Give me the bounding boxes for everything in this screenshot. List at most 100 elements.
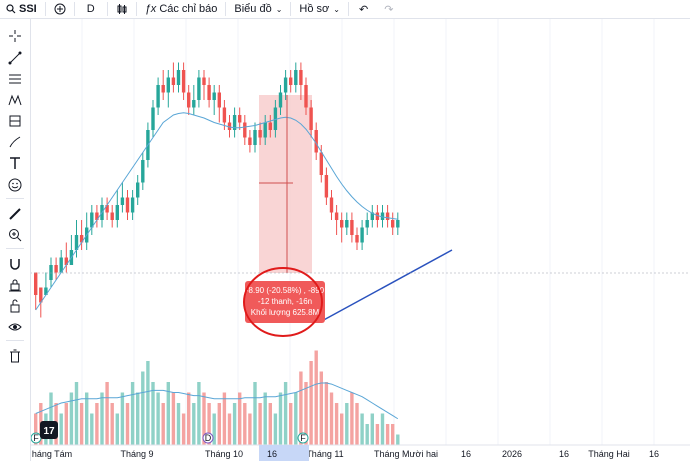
candle <box>39 287 43 318</box>
candle <box>85 212 89 250</box>
interval-button[interactable]: D <box>86 3 95 15</box>
trendline-icon <box>8 51 22 65</box>
unlock-tool[interactable] <box>5 297 25 315</box>
volume-bar <box>192 403 196 445</box>
volume-bar <box>176 403 181 445</box>
volume-bar <box>105 382 109 445</box>
volume-bar <box>391 424 395 445</box>
magnet-tool[interactable] <box>5 255 25 273</box>
event-marker-2[interactable]: D <box>202 432 214 444</box>
x-axis-ticks: háng Tám Tháng 9 Tháng 10 Tháng 11 Tháng Mườ… <box>32 449 659 459</box>
candle-body <box>253 130 257 145</box>
candle-body <box>232 115 237 130</box>
candle-body <box>299 70 303 85</box>
candle-body <box>278 92 283 108</box>
pattern-tool[interactable] <box>5 91 25 109</box>
candle <box>391 212 395 235</box>
zoom-in-tool[interactable] <box>5 226 25 244</box>
emoji-tool[interactable] <box>5 176 25 194</box>
volume-bar <box>385 424 390 445</box>
x-tick-label: 16 <box>461 449 471 459</box>
x-tick-label: 16 <box>559 449 569 459</box>
chart-type-dropdown[interactable]: Biểu đồ ⌄ <box>228 0 288 18</box>
volume-bar <box>319 371 323 445</box>
brush-tool[interactable] <box>5 133 25 151</box>
zoom-in-icon <box>9 229 22 242</box>
event-marker-2-label: D <box>205 433 212 443</box>
undo-button[interactable]: ↶ <box>351 0 376 18</box>
candle-body <box>181 70 186 93</box>
projection-tool[interactable] <box>5 112 25 130</box>
volume-bar <box>278 392 283 445</box>
trend-line[interactable] <box>319 249 453 323</box>
candle-body <box>151 107 155 130</box>
volume-bar <box>95 403 99 445</box>
candle <box>355 227 359 250</box>
redo-icon: ↷ <box>384 3 394 16</box>
ruler-tool[interactable] <box>5 205 25 223</box>
tradingview-logo[interactable]: 17 <box>40 421 58 439</box>
compare-button[interactable] <box>48 0 72 18</box>
symbol-search[interactable]: SSI <box>0 0 43 18</box>
magnet-icon <box>10 259 20 270</box>
candle <box>130 190 135 220</box>
candle-body <box>95 212 99 220</box>
candle <box>202 70 206 100</box>
volume-bar <box>222 392 227 445</box>
redo-button[interactable]: ↷ <box>376 0 401 18</box>
volume-bar <box>396 434 400 445</box>
tooltip-line1: -8.90 (-20.58%) , -890 <box>246 286 325 295</box>
x-tick-label: Tháng Hai <box>588 449 630 459</box>
candle <box>375 205 380 228</box>
moving-average-line <box>35 112 398 311</box>
candle <box>95 205 99 228</box>
crosshair-tool[interactable] <box>5 27 25 45</box>
candle-body <box>365 220 369 228</box>
remove-drawings-tool[interactable] <box>5 347 25 365</box>
candle <box>258 122 262 145</box>
candle <box>54 257 58 280</box>
visibility-tool[interactable] <box>5 318 25 336</box>
candle <box>207 77 211 108</box>
volume-bar <box>166 382 170 445</box>
profile-dropdown[interactable]: Hồ sơ ⌄ <box>293 0 346 18</box>
candle <box>309 100 313 138</box>
candle <box>90 205 94 235</box>
chart-type-label: Biểu đồ <box>234 3 272 15</box>
fx-icon: ƒx <box>144 3 157 15</box>
candle-body <box>396 220 400 228</box>
lock-drawings-tool[interactable] <box>5 276 25 294</box>
volume-bar <box>253 382 257 445</box>
candle <box>289 70 293 93</box>
trendline-tool[interactable] <box>5 49 25 67</box>
volume-bar <box>49 392 53 445</box>
candle-body <box>110 212 114 220</box>
candle <box>304 77 308 115</box>
chart-style-button[interactable] <box>110 0 134 18</box>
volume-bar <box>299 371 303 445</box>
volume-bar <box>360 413 364 445</box>
candle <box>340 212 344 243</box>
indicators-button[interactable]: ƒx Các chỉ báo <box>139 0 224 18</box>
volume-bar <box>232 403 237 445</box>
candle-body <box>130 197 135 213</box>
fib-tool[interactable] <box>5 70 25 88</box>
candle-body <box>238 115 242 123</box>
candle-body <box>227 122 232 130</box>
text-tool[interactable] <box>5 154 25 172</box>
candle <box>345 212 349 235</box>
candle <box>380 205 385 228</box>
candle <box>212 85 216 115</box>
top-toolbar: SSI D ƒx Các chỉ báo Biểu đồ ⌄ Hồ sơ ⌄ ↶… <box>0 0 690 19</box>
candle <box>283 70 288 100</box>
event-marker-3[interactable]: F <box>297 432 309 444</box>
candle-body <box>115 205 119 220</box>
candle-body <box>217 92 221 108</box>
volume-bar <box>181 413 186 445</box>
candle <box>49 257 53 288</box>
candle <box>243 115 247 145</box>
x-tick-label: Tháng 9 <box>120 449 153 459</box>
volume-bar <box>212 413 216 445</box>
volume-bar <box>130 382 135 445</box>
